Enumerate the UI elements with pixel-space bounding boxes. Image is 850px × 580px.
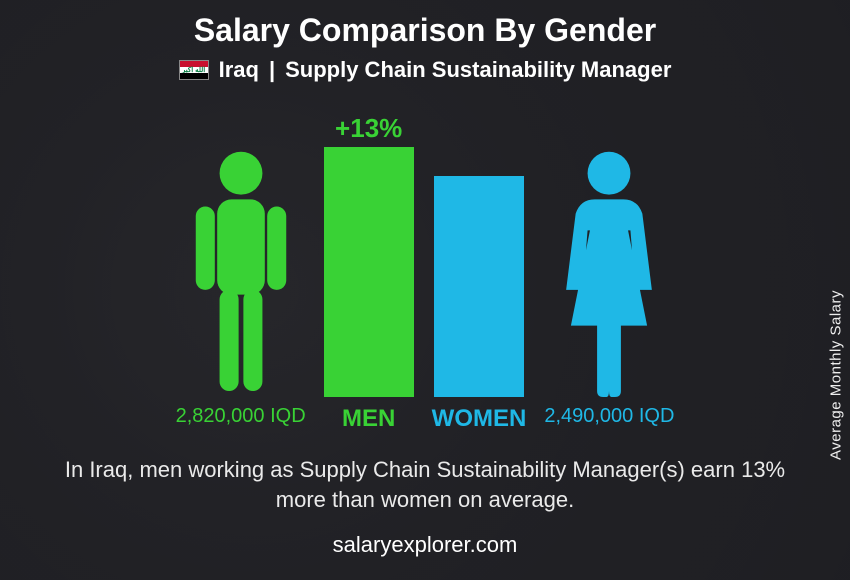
iraq-flag-icon: الله اكبر [179,60,209,80]
women-icon-column: 2,490,000 IQD [544,103,674,433]
female-icon [549,147,669,397]
footer-source: salaryexplorer.com [0,532,850,558]
description-text: In Iraq, men working as Supply Chain Sus… [60,455,790,514]
separator: | [269,57,275,83]
women-bar-label: WOMEN [432,405,527,433]
job-title-label: Supply Chain Sustainability Manager [285,57,671,83]
subtitle-row: الله اكبر Iraq | Supply Chain Sustainabi… [0,57,850,83]
women-salary: 2,490,000 IQD [544,405,674,433]
male-icon [181,147,301,397]
page-title: Salary Comparison By Gender [0,12,850,49]
chart-area: 2,820,000 IQD +13% MEN WOMEN 2,490,000 I… [0,103,850,433]
men-icon-column: 2,820,000 IQD [176,103,306,433]
women-bar-column: WOMEN [432,103,527,433]
flag-script: الله اكبر [180,67,208,73]
men-salary: 2,820,000 IQD [176,405,306,433]
y-axis-label: Average Monthly Salary [828,290,845,460]
header: Salary Comparison By Gender الله اكبر Ir… [0,0,850,83]
men-bar-label: MEN [342,405,395,433]
women-bar [434,176,524,397]
men-bar-column: +13% MEN [324,103,414,433]
country-label: Iraq [219,57,259,83]
delta-label: +13% [335,113,402,144]
men-bar: +13% [324,147,414,397]
